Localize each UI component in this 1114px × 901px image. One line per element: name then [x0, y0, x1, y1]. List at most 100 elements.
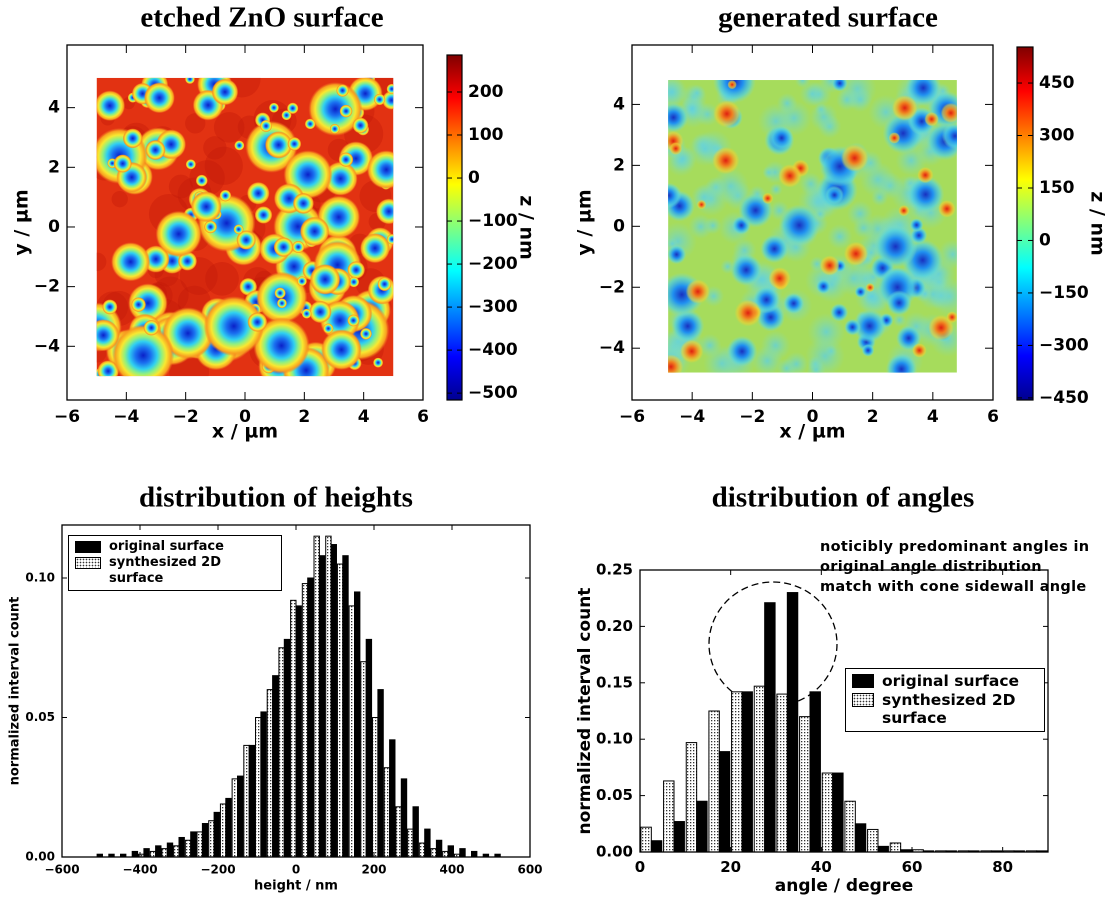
annotation-line: match with cone sidewall angle [820, 577, 1089, 597]
x-tick-label: 600 [517, 863, 542, 877]
x-tick-label: 400 [439, 863, 464, 877]
surface-low [874, 225, 917, 268]
surface-high [912, 343, 927, 358]
surface-pit [145, 140, 165, 160]
colorbar-tick-label: −300 [468, 297, 518, 317]
surface-pit [269, 103, 279, 113]
surface-texture [205, 262, 239, 296]
legend-label: original surface [109, 539, 224, 555]
annotation-line: original angle distribution [820, 557, 1089, 577]
y-tick-label: 0 [48, 217, 60, 237]
bar [378, 690, 383, 857]
surface-high [844, 242, 868, 266]
bar [179, 837, 184, 857]
y-tick-label: 4 [48, 98, 60, 118]
colorbar [447, 55, 462, 400]
legend-entry: original surface [75, 539, 275, 555]
colorbar-tick-label: −450 [1039, 388, 1089, 408]
surface-pit [305, 119, 316, 130]
bar [366, 639, 371, 857]
x-tick-label: 2 [298, 407, 310, 427]
surface-pit [376, 198, 402, 224]
surface-pit [156, 211, 202, 257]
surface-pit [300, 217, 330, 247]
surface-pit [111, 242, 150, 281]
surface-pit [387, 234, 398, 245]
colorbar-label: z / nm [1087, 191, 1109, 256]
bar [202, 824, 207, 857]
bar [890, 843, 900, 852]
surface-high [728, 80, 737, 89]
colorbar-tick-label: −150 [1039, 283, 1089, 303]
surface-low [832, 75, 848, 91]
legend-swatch [852, 693, 874, 707]
y-tick-label: −4 [34, 336, 60, 356]
bar [220, 804, 225, 857]
y-tick-label: 0.10 [25, 571, 55, 585]
surface-texture [762, 166, 775, 179]
bar [314, 536, 319, 857]
bar [337, 564, 342, 857]
bar [132, 851, 137, 857]
surface-low [730, 254, 762, 286]
y-tick-label: −2 [599, 277, 625, 297]
colorbar-tick-label: 0 [1039, 230, 1051, 250]
bar [209, 821, 214, 857]
surface-low [770, 126, 793, 149]
surface-low [862, 344, 875, 357]
bar [273, 676, 278, 857]
bar [284, 639, 289, 857]
y-tick-label: 0.15 [596, 673, 633, 691]
surface-low [942, 123, 968, 149]
legend-swatch [75, 541, 101, 553]
x-tick-label: 80 [992, 858, 1013, 876]
surface-pit [255, 206, 273, 224]
surface-low [656, 183, 682, 209]
bar [448, 846, 453, 857]
panel: etched ZnO surface−500−400−300−200−10001… [11, 2, 538, 443]
surface-pit [347, 314, 359, 326]
y-tick-label: 4 [613, 94, 625, 114]
surface-pit [387, 84, 398, 95]
chart: etched ZnO surface−500−400−300−200−10001… [0, 0, 1114, 901]
surface-pit [339, 152, 354, 167]
bar [419, 843, 424, 857]
surface-pit [293, 193, 314, 214]
colorbar-tick-label: −100 [468, 211, 518, 231]
surface-texture [88, 253, 106, 271]
bar [291, 600, 296, 857]
bar [355, 592, 360, 857]
surface-high [686, 279, 710, 303]
surface-high [866, 283, 875, 292]
bar [167, 843, 172, 857]
surface-low [783, 293, 804, 314]
surface-high [820, 255, 840, 275]
y-tick-label: 2 [48, 157, 60, 177]
surface-pit [292, 241, 304, 253]
bar [436, 840, 441, 857]
bar [238, 776, 243, 857]
surface [72, 60, 405, 394]
surface-texture [871, 189, 888, 206]
bar [777, 694, 787, 852]
bar [349, 606, 354, 857]
colorbar-tick-label: 150 [1039, 178, 1075, 198]
colorbar-tick-label: −400 [468, 340, 518, 360]
bar [472, 851, 477, 857]
colorbar-tick-label: 200 [468, 82, 504, 102]
surface-high [892, 95, 918, 121]
x-axis-label: x / µm [212, 421, 278, 443]
surface-pit [374, 94, 386, 106]
surface-high [669, 142, 682, 155]
bar [267, 690, 272, 857]
legend-swatch [852, 674, 874, 688]
surface-pit [260, 120, 272, 132]
surface-pit [310, 264, 341, 295]
bar [719, 752, 729, 852]
x-tick-label: −4 [679, 407, 705, 427]
bar [651, 841, 661, 852]
surface-high [712, 147, 739, 174]
chart-title: distribution of heights [139, 482, 413, 514]
bar [174, 846, 179, 857]
bar [408, 829, 413, 857]
